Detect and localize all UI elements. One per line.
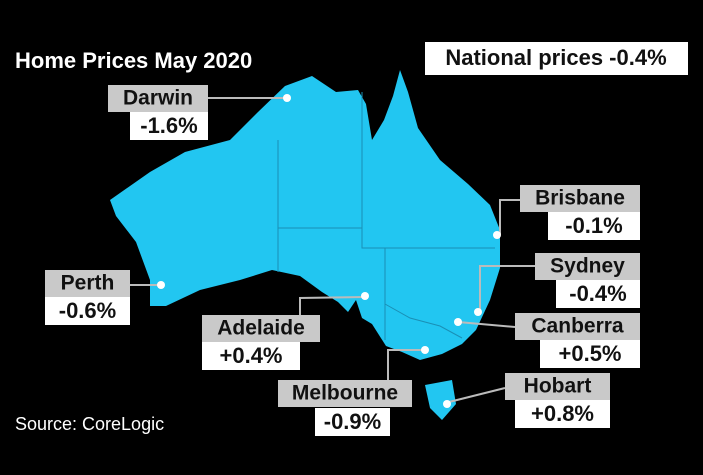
name-box: [202, 315, 320, 342]
city-change: +0.4%: [220, 343, 283, 368]
value-box: [556, 280, 640, 308]
city-name: Hobart: [524, 375, 592, 398]
name-box: [515, 313, 640, 340]
connector: [457, 321, 516, 328]
city-change: -0.1%: [565, 213, 622, 238]
name-box: [45, 270, 130, 297]
name-box: [278, 380, 412, 407]
value-box: [548, 212, 640, 240]
value-box: [130, 112, 208, 140]
city-change: -1.6%: [140, 113, 197, 138]
value-box: [315, 408, 390, 436]
value-box: [45, 297, 130, 325]
connector: [448, 387, 506, 403]
city-name: Darwin: [123, 87, 193, 110]
city-dot: [454, 318, 462, 326]
name-box: [505, 373, 610, 400]
city-change: -0.9%: [324, 409, 381, 434]
city-dot: [361, 292, 369, 300]
value-box: [202, 342, 300, 370]
australia: [110, 70, 500, 420]
city-labels: Darwin -1.6% Brisbane -0.1% Sydney -0.4% Canbe…: [45, 85, 640, 436]
city-name: Perth: [61, 272, 115, 295]
name-box: [535, 253, 640, 280]
city-dot: [474, 308, 482, 316]
value-box: [540, 340, 640, 368]
city-name: Melbourne: [292, 382, 398, 405]
title: Home Prices May 2020: [15, 48, 252, 73]
city-change: +0.8%: [531, 401, 594, 426]
city-name: Brisbane: [535, 187, 625, 210]
city-change: -0.6%: [59, 298, 116, 323]
connector: [479, 265, 535, 312]
city-dot: [443, 400, 451, 408]
city-change: -0.4%: [569, 281, 626, 306]
national: National prices -0.4%: [445, 45, 666, 70]
city-dot: [157, 281, 165, 289]
national-box: [425, 42, 688, 75]
city-dot: [493, 231, 501, 239]
city-change: +0.5%: [559, 341, 622, 366]
name-box: [108, 85, 208, 112]
connector: [387, 349, 425, 380]
connector: [499, 199, 520, 235]
city-name: Adelaide: [217, 317, 305, 340]
city-name: Sydney: [550, 255, 625, 278]
value-box: [515, 400, 610, 428]
city-dot: [421, 346, 429, 354]
city-dot: [283, 94, 291, 102]
name-box: [520, 185, 640, 212]
city-name: Canberra: [531, 315, 624, 338]
connector: [299, 296, 366, 315]
source: Source: CoreLogic: [15, 414, 164, 434]
